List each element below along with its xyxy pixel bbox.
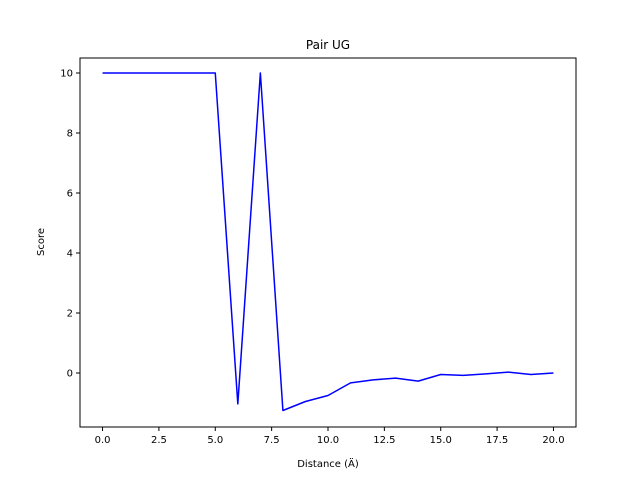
x-tick-label: 0.0	[95, 435, 111, 446]
x-tick-label: 15.0	[430, 435, 452, 446]
chart-title: Pair UG	[306, 38, 350, 52]
x-axis-label: Distance (Ä)	[297, 457, 359, 470]
x-tick-label: 5.0	[207, 435, 223, 446]
y-tick-label: 4	[67, 249, 73, 260]
y-tick-label: 10	[60, 69, 73, 80]
y-axis-ticks: 0 2 4 6 8 10	[60, 69, 80, 380]
x-tick-label: 2.5	[151, 435, 167, 446]
series-line	[102, 72, 554, 412]
y-tick-label: 8	[67, 129, 73, 140]
y-tick-label: 2	[67, 309, 73, 320]
x-tick-label: 12.5	[373, 435, 395, 446]
y-tick-label: 0	[67, 369, 73, 380]
x-axis-ticks: 0.0 2.5 5.0 7.5 10.0 12.5 15.0 17.5 20.0	[95, 427, 565, 446]
x-tick-label: 7.5	[264, 435, 280, 446]
y-tick-label: 6	[67, 189, 73, 200]
y-axis-label: Score	[36, 228, 47, 256]
plot-area	[102, 72, 554, 412]
x-tick-label: 20.0	[542, 435, 564, 446]
x-tick-label: 17.5	[486, 435, 508, 446]
x-tick-label: 10.0	[317, 435, 339, 446]
